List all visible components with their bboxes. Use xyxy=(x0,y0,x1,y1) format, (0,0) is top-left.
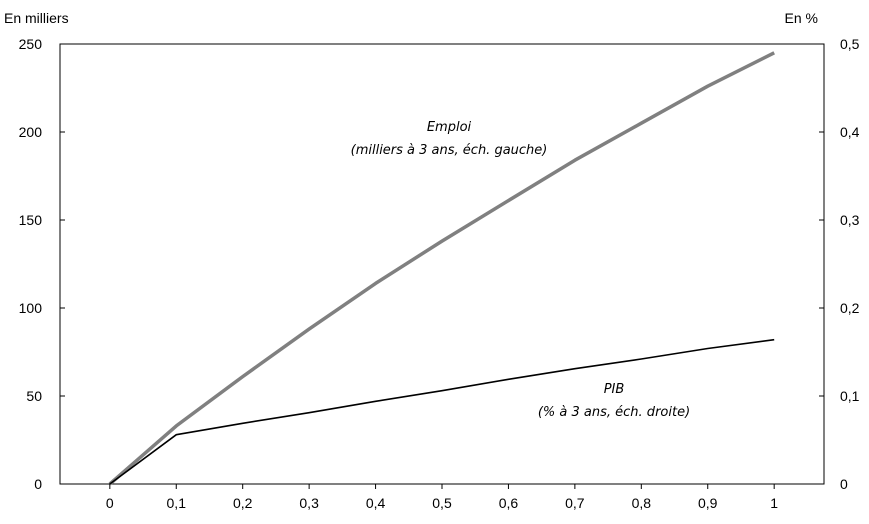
x-tick-label: 0,5 xyxy=(432,495,452,511)
x-tick-label: 0,1 xyxy=(167,495,187,511)
plot-frame xyxy=(59,43,825,485)
left-y-tick-label: 50 xyxy=(26,388,42,404)
x-tick-label: 0,8 xyxy=(632,495,652,511)
emploi-series-line xyxy=(108,51,775,486)
x-tick-label: 0,9 xyxy=(698,495,718,511)
right-axis-ticks: 0 0,1 0,2 0,3 0,4 0,5 xyxy=(819,36,860,492)
right-y-tick-label: 0,1 xyxy=(840,388,860,404)
right-y-tick-label: 0,3 xyxy=(840,212,860,228)
x-tick-label: 0,6 xyxy=(499,495,519,511)
x-tick-label: 0,4 xyxy=(366,495,386,511)
x-tick-label: 1 xyxy=(770,495,778,511)
right-y-tick-label: 0 xyxy=(840,476,848,492)
emploi-annotation-subtitle: (milliers à 3 ans, éch. gauche) xyxy=(351,143,548,158)
right-y-tick-label: 0,5 xyxy=(840,36,860,52)
left-axis-unit-label: En milliers xyxy=(4,10,69,26)
left-y-tick-label: 150 xyxy=(19,212,43,228)
left-y-tick-label: 0 xyxy=(34,476,42,492)
series-lines xyxy=(108,51,775,486)
left-y-tick-label: 250 xyxy=(19,36,43,52)
right-y-tick-label: 0,2 xyxy=(840,300,860,316)
x-tick-label: 0 xyxy=(106,495,114,511)
pib-annotation-title: PIB xyxy=(604,382,625,397)
left-y-tick-label: 200 xyxy=(19,124,43,140)
emploi-annotation-title: Emploi xyxy=(427,120,472,135)
x-axis-ticks: 0 0,1 0,2 0,3 0,4 0,5 0,6 0,7 0,8 0,9 1 xyxy=(106,484,778,511)
left-axis-ticks: 0 50 100 150 200 250 xyxy=(19,36,65,492)
right-axis-unit-label: En % xyxy=(785,10,818,26)
x-tick-label: 0,3 xyxy=(299,495,319,511)
x-tick-label: 0,7 xyxy=(565,495,585,511)
pib-annotation-subtitle: (% à 3 ans, éch. droite) xyxy=(538,405,690,420)
right-y-tick-label: 0,4 xyxy=(840,124,860,140)
left-y-tick-label: 100 xyxy=(19,300,43,316)
pib-series-line xyxy=(109,338,775,485)
x-tick-label: 0,2 xyxy=(233,495,253,511)
